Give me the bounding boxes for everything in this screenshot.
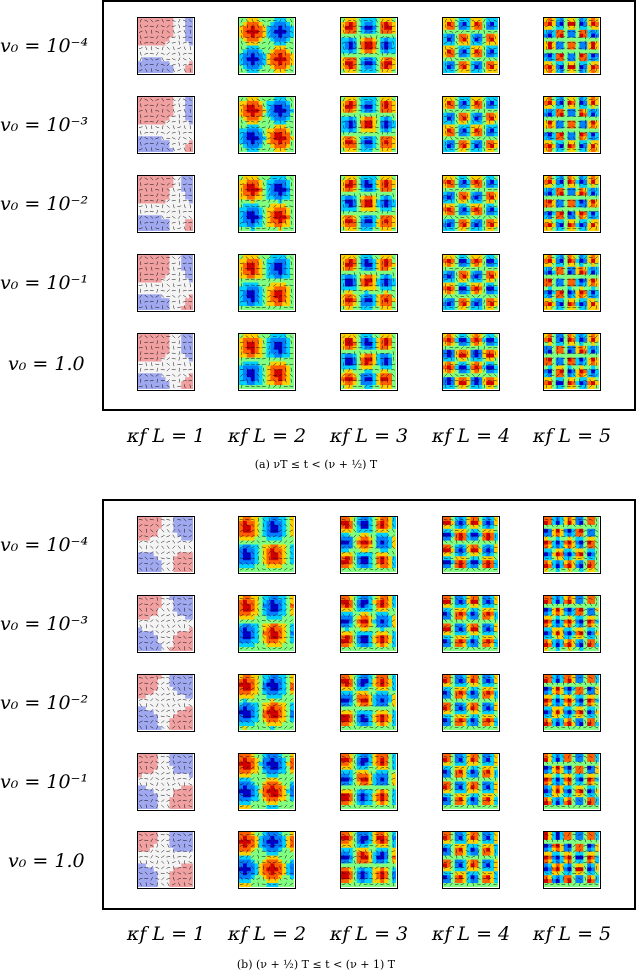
field-thumbnail [137,753,195,811]
col-label: κf L = 2 [227,425,307,447]
field-thumbnail [442,333,500,391]
row-label: v₀ = 10⁻¹ [0,771,89,793]
field-thumbnail [442,254,500,312]
field-thumbnail [238,254,296,312]
field-thumbnail [238,17,296,75]
field-thumbnail [543,595,601,653]
field-thumbnail [137,96,195,154]
field-thumbnail [238,674,296,732]
row-label: v₀ = 10⁻³ [0,114,89,136]
field-thumbnail [238,831,296,889]
field-thumbnail [340,254,398,312]
field-thumbnail [238,595,296,653]
field-thumbnail [238,96,296,154]
field-thumbnail [340,516,398,574]
caption-b: (b) (ν + ½) T ≤ t < (ν + 1) T [236,958,396,971]
field-thumbnail [543,516,601,574]
row-label: v₀ = 10⁻⁴ [0,534,89,556]
row-label: v₀ = 10⁻⁴ [0,35,89,57]
field-thumbnail [238,753,296,811]
field-thumbnail [442,674,500,732]
field-thumbnail [238,516,296,574]
col-label: κf L = 4 [431,425,511,447]
field-thumbnail [543,175,601,233]
row-label: v₀ = 10⁻¹ [0,272,89,294]
field-thumbnail [238,175,296,233]
col-label: κf L = 1 [126,923,206,945]
field-thumbnail [543,96,601,154]
field-thumbnail [137,333,195,391]
caption-a: (a) νT ≤ t < (ν + ½) T [254,458,378,471]
field-thumbnail [442,831,500,889]
panel-b-frame [102,499,636,910]
col-label: κf L = 4 [431,923,511,945]
field-thumbnail [442,516,500,574]
col-label: κf L = 3 [329,923,409,945]
panel-a-frame [102,0,636,411]
col-label: κf L = 5 [532,923,612,945]
field-thumbnail [543,333,601,391]
row-label: v₀ = 10⁻² [0,193,89,215]
field-thumbnail [543,674,601,732]
field-thumbnail [137,516,195,574]
col-label: κf L = 5 [532,425,612,447]
field-thumbnail [137,595,195,653]
field-thumbnail [340,333,398,391]
row-label: v₀ = 10⁻³ [0,613,89,635]
field-thumbnail [543,17,601,75]
row-label: v₀ = 1.0 [8,353,85,375]
field-thumbnail [543,254,601,312]
field-thumbnail [340,595,398,653]
field-thumbnail [340,17,398,75]
row-label: v₀ = 10⁻² [0,692,89,714]
field-thumbnail [137,674,195,732]
field-thumbnail [340,753,398,811]
field-thumbnail [442,175,500,233]
field-thumbnail [137,17,195,75]
row-label: v₀ = 1.0 [8,850,85,872]
field-thumbnail [238,333,296,391]
col-label: κf L = 1 [126,425,206,447]
field-thumbnail [442,595,500,653]
field-thumbnail [340,175,398,233]
col-label: κf L = 3 [329,425,409,447]
field-thumbnail [137,254,195,312]
field-thumbnail [340,831,398,889]
col-label: κf L = 2 [227,923,307,945]
field-thumbnail [340,96,398,154]
field-thumbnail [442,96,500,154]
field-thumbnail [137,175,195,233]
field-thumbnail [442,17,500,75]
field-thumbnail [137,831,195,889]
field-thumbnail [543,753,601,811]
field-thumbnail [442,753,500,811]
field-thumbnail [543,831,601,889]
field-thumbnail [340,674,398,732]
